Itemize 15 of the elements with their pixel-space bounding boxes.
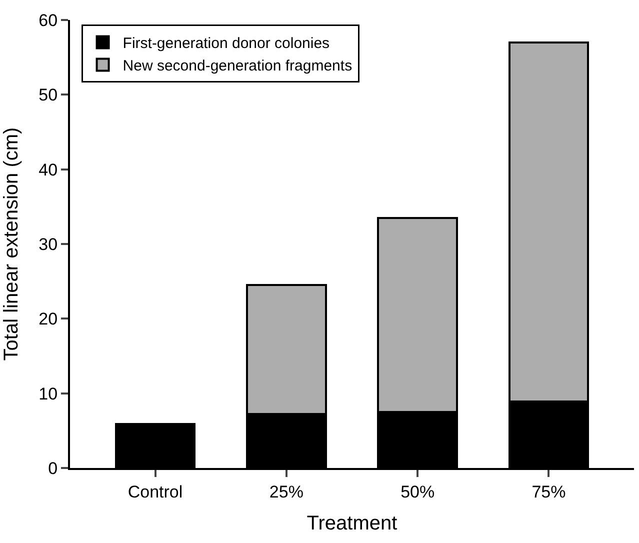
legend-label: First-generation donor colonies [122,35,330,52]
legend-label: New second-generation fragments [122,58,352,75]
y-tick-label: 30 [38,234,58,254]
y-axis-title: Total linear extension (cm) [0,127,23,361]
y-tick-label: 50 [38,86,58,105]
y-tick-label: 10 [38,384,58,404]
x-tick-label: 50% [400,482,435,502]
y-tick-label: 0 [48,458,58,478]
x-axis-title: Treatment [306,512,398,534]
y-tick-label: 20 [38,310,58,329]
y-tick-label: 60 [38,10,58,30]
x-tick-label: 75% [532,482,566,502]
x-tick-label: 25% [269,482,304,502]
x-tick-label: Control [128,482,183,502]
y-tick-label: 40 [38,160,58,180]
